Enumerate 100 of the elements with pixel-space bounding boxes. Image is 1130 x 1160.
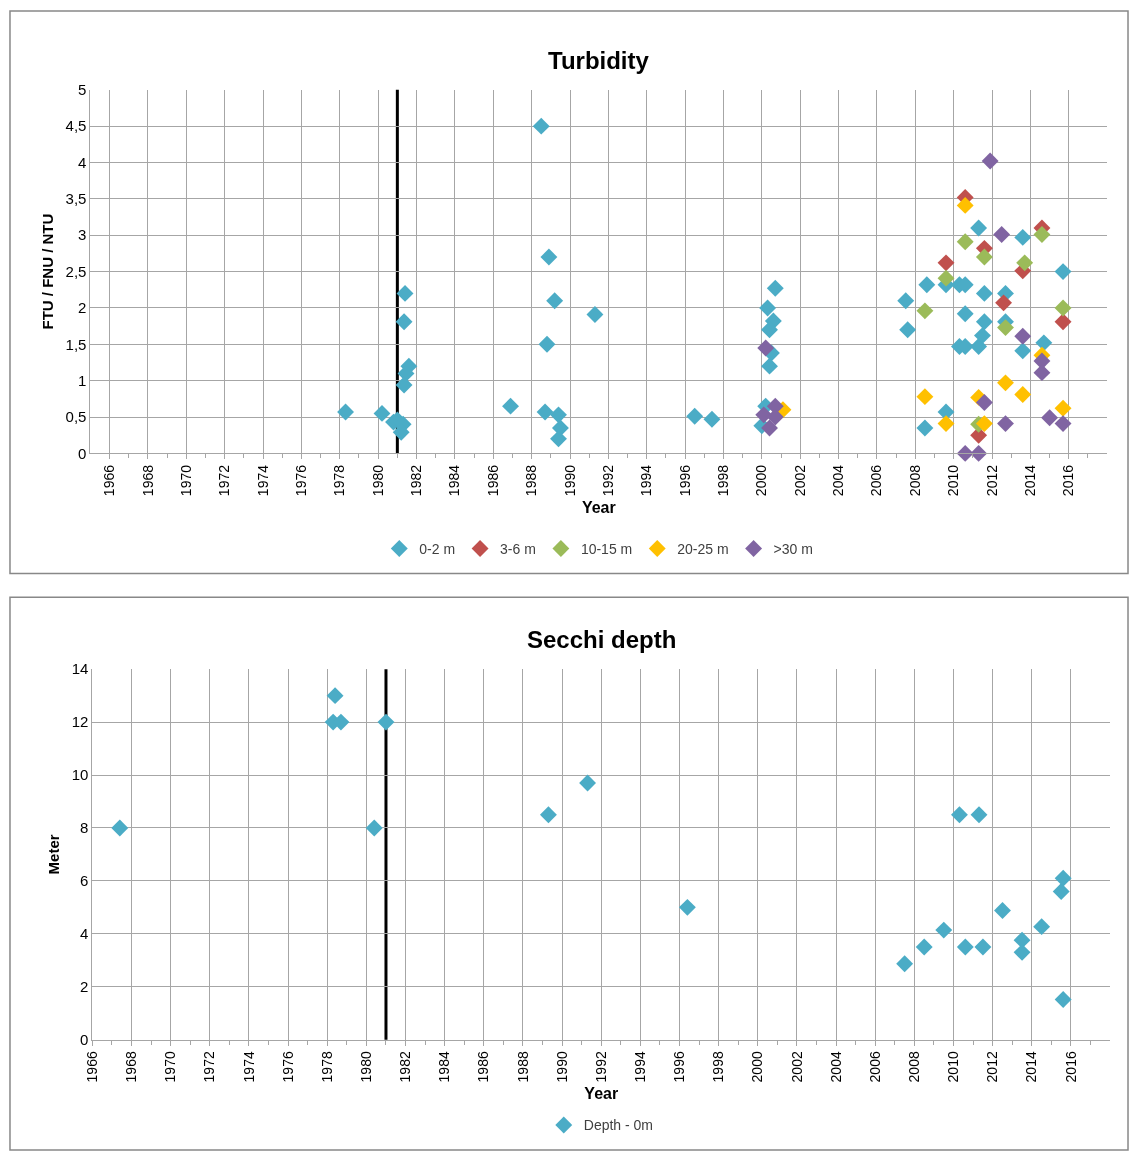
point xyxy=(532,117,550,135)
x-tick-label: 1986 xyxy=(484,464,501,497)
x-tick-label: 1968 xyxy=(139,464,156,497)
x-tick-label: 1970 xyxy=(162,1051,179,1083)
x-tick-label: 2012 xyxy=(983,464,1000,497)
y-tick-label: 2 xyxy=(80,977,89,995)
x-tick-label: 1984 xyxy=(436,1051,453,1083)
y-tick-label: 4,5 xyxy=(65,117,87,135)
y-tick-label: 1,5 xyxy=(65,335,87,353)
y-tick-label: 10 xyxy=(71,766,89,784)
x-tick-label: 1998 xyxy=(710,1051,727,1083)
point xyxy=(916,419,934,437)
point xyxy=(897,292,915,310)
point xyxy=(1033,918,1051,936)
x-tick-label: 1974 xyxy=(240,1051,257,1083)
x-tick-label: 1980 xyxy=(357,1051,374,1083)
point xyxy=(377,713,395,731)
point xyxy=(761,357,778,375)
point xyxy=(975,415,993,433)
x-tick-label: 1982 xyxy=(397,1051,414,1083)
point xyxy=(536,403,554,421)
point xyxy=(997,374,1014,392)
point xyxy=(975,394,993,411)
x-tick-label: 1968 xyxy=(123,1051,140,1083)
point xyxy=(937,415,955,433)
legend-label: 0-2 m xyxy=(419,541,456,558)
y-tick-label: 8 xyxy=(80,819,89,837)
point xyxy=(759,299,777,317)
point xyxy=(373,404,391,422)
x-tick-label: 2004 xyxy=(830,464,847,497)
x-tick-label: 1972 xyxy=(216,464,233,497)
y-axis-title: Meter xyxy=(44,834,62,875)
point xyxy=(970,338,988,355)
point xyxy=(974,938,992,956)
x-tick-label: 1996 xyxy=(676,464,693,497)
y-tick-label: 2,5 xyxy=(65,262,87,280)
point xyxy=(918,276,936,294)
point xyxy=(950,806,968,824)
point xyxy=(686,407,704,425)
x-tick-label: 1982 xyxy=(408,464,425,497)
x-tick-label: 2010 xyxy=(945,464,962,497)
point xyxy=(579,774,597,792)
y-tick-label: 3 xyxy=(78,226,87,244)
point xyxy=(956,233,974,251)
point xyxy=(703,410,721,428)
point xyxy=(1054,299,1072,317)
legend-label: 3-6 m xyxy=(500,541,536,558)
x-tick-label: 1996 xyxy=(671,1051,688,1083)
x-tick-label: 1992 xyxy=(592,1051,609,1083)
y-tick-label: 4 xyxy=(78,153,87,171)
x-tick-label: 2016 xyxy=(1062,1051,1079,1083)
x-tick-label: 2006 xyxy=(868,464,885,497)
point xyxy=(1054,415,1072,433)
point xyxy=(1054,869,1072,887)
legend-label: 10-15 m xyxy=(580,541,633,558)
point xyxy=(995,294,1013,312)
x-tick-label: 1990 xyxy=(553,1051,570,1083)
point xyxy=(975,284,993,302)
x-tick-label: 2002 xyxy=(788,1051,805,1083)
point xyxy=(761,419,778,437)
point xyxy=(766,279,784,297)
x-tick-label: 2000 xyxy=(753,464,770,497)
point xyxy=(365,819,383,837)
x-tick-label: 2008 xyxy=(905,1051,922,1083)
y-tick-label: 0 xyxy=(78,444,87,462)
point xyxy=(935,921,953,939)
point xyxy=(540,248,558,266)
point xyxy=(396,284,414,302)
x-tick-label: 1988 xyxy=(514,1051,531,1083)
point xyxy=(975,248,993,266)
y-tick-label: 6 xyxy=(80,872,89,890)
x-tick-label: 1986 xyxy=(475,1051,492,1083)
y-tick-label: 0 xyxy=(80,1030,89,1048)
legend-label: >30 m xyxy=(773,541,813,558)
y-tick-label: 14 xyxy=(71,660,89,678)
x-tick-label: 2008 xyxy=(906,464,923,497)
legend-label: 20-25 m xyxy=(677,541,729,558)
point xyxy=(1033,364,1051,382)
point xyxy=(896,955,914,973)
point xyxy=(1033,226,1051,243)
x-tick-label: 1978 xyxy=(318,1051,335,1083)
point xyxy=(937,254,955,272)
point xyxy=(761,321,778,339)
point xyxy=(915,938,933,956)
x-tick-label: 1976 xyxy=(279,1051,296,1083)
legend-label: Depth - 0m xyxy=(583,1117,654,1134)
y-tick-label: 4 xyxy=(80,925,89,943)
x-tick-label: 2014 xyxy=(1021,464,1038,497)
point xyxy=(916,302,934,320)
y-tick-label: 2 xyxy=(78,299,87,317)
point xyxy=(395,313,413,331)
x-tick-label: 2006 xyxy=(866,1051,883,1083)
x-tick-label: 1994 xyxy=(631,1051,648,1083)
x-tick-label: 1974 xyxy=(254,464,271,497)
x-axis-title: Year xyxy=(581,498,616,516)
point xyxy=(1016,254,1034,272)
point xyxy=(550,430,567,448)
y-tick-label: 3,5 xyxy=(65,190,87,208)
point xyxy=(899,321,917,339)
point xyxy=(111,819,129,837)
